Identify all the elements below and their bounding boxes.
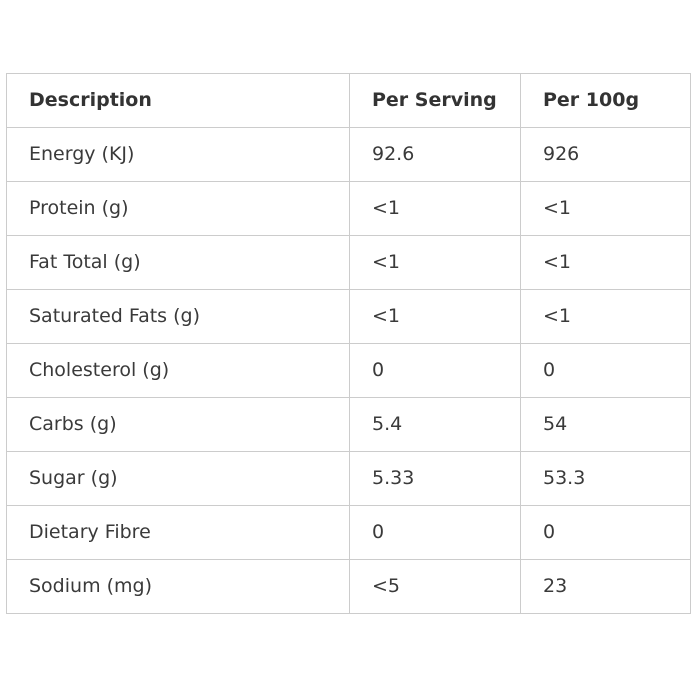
row-per-serving: 0 xyxy=(349,343,521,398)
nutrition-table: Description Per Serving Per 100g Energy … xyxy=(6,73,691,614)
table-row: Sodium (mg) <5 23 xyxy=(6,559,691,614)
table-body: Energy (KJ) 92.6 926 Protein (g) <1 <1 F… xyxy=(6,127,691,614)
row-per-serving: 5.33 xyxy=(349,451,521,506)
row-per-serving: <1 xyxy=(349,235,521,290)
table-row: Dietary Fibre 0 0 xyxy=(6,505,691,560)
table-row: Energy (KJ) 92.6 926 xyxy=(6,127,691,182)
row-per-serving: <1 xyxy=(349,181,521,236)
row-description: Energy (KJ) xyxy=(6,127,350,182)
table-row: Cholesterol (g) 0 0 xyxy=(6,343,691,398)
row-description: Protein (g) xyxy=(6,181,350,236)
row-per-100g: 53.3 xyxy=(520,451,691,506)
row-per-100g: 926 xyxy=(520,127,691,182)
table-row: Fat Total (g) <1 <1 xyxy=(6,235,691,290)
row-per-100g: <1 xyxy=(520,181,691,236)
row-description: Cholesterol (g) xyxy=(6,343,350,398)
row-per-100g: 23 xyxy=(520,559,691,614)
row-per-100g: 54 xyxy=(520,397,691,452)
header-row: Description Per Serving Per 100g xyxy=(6,73,691,128)
row-description: Carbs (g) xyxy=(6,397,350,452)
row-description: Dietary Fibre xyxy=(6,505,350,560)
row-per-serving: <1 xyxy=(349,289,521,344)
row-per-100g: 0 xyxy=(520,505,691,560)
header-per-100g: Per 100g xyxy=(520,73,691,128)
row-description: Sodium (mg) xyxy=(6,559,350,614)
row-description: Sugar (g) xyxy=(6,451,350,506)
row-per-100g: <1 xyxy=(520,235,691,290)
header-description: Description xyxy=(6,73,350,128)
table-row: Sugar (g) 5.33 53.3 xyxy=(6,451,691,506)
table-row: Protein (g) <1 <1 xyxy=(6,181,691,236)
row-description: Fat Total (g) xyxy=(6,235,350,290)
row-per-serving: 5.4 xyxy=(349,397,521,452)
row-description: Saturated Fats (g) xyxy=(6,289,350,344)
table-row: Saturated Fats (g) <1 <1 xyxy=(6,289,691,344)
header-per-serving: Per Serving xyxy=(349,73,521,128)
row-per-serving: 92.6 xyxy=(349,127,521,182)
row-per-serving: 0 xyxy=(349,505,521,560)
table-header: Description Per Serving Per 100g xyxy=(6,73,691,128)
row-per-100g: 0 xyxy=(520,343,691,398)
row-per-serving: <5 xyxy=(349,559,521,614)
table-row: Carbs (g) 5.4 54 xyxy=(6,397,691,452)
row-per-100g: <1 xyxy=(520,289,691,344)
